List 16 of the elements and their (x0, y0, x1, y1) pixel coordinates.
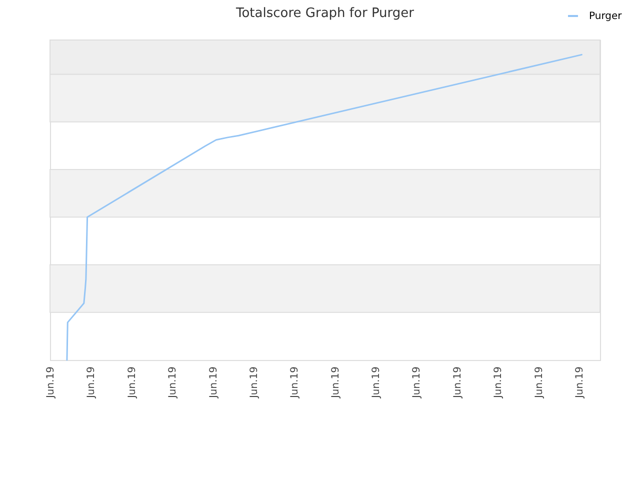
x-tick-label: Jun.19 (412, 366, 423, 400)
x-tick-label: Jun.19 (290, 366, 301, 400)
x-tick-label: Jun.19 (330, 366, 342, 400)
x-tick-label: Jun.19 (86, 366, 98, 400)
chart-title: Totalscore Graph for Purger (234, 6, 415, 21)
x-tick-label: Jun.19 (493, 366, 504, 400)
x-tick-label: Jun.19 (168, 366, 179, 400)
x-tick-label: Jun.19 (574, 366, 586, 400)
x-tick-label: Jun.19 (208, 366, 220, 400)
x-tick-label: Jun.19 (452, 366, 464, 400)
x-tick-label: Jun.19 (248, 366, 260, 400)
legend-label: Purger (589, 11, 623, 22)
x-tick-label: Jun.19 (371, 366, 382, 400)
x-tick-label: Jun.19 (534, 366, 545, 400)
x-tick-label: Jun.19 (126, 366, 138, 400)
x-tick-label: Jun.19 (46, 366, 56, 400)
